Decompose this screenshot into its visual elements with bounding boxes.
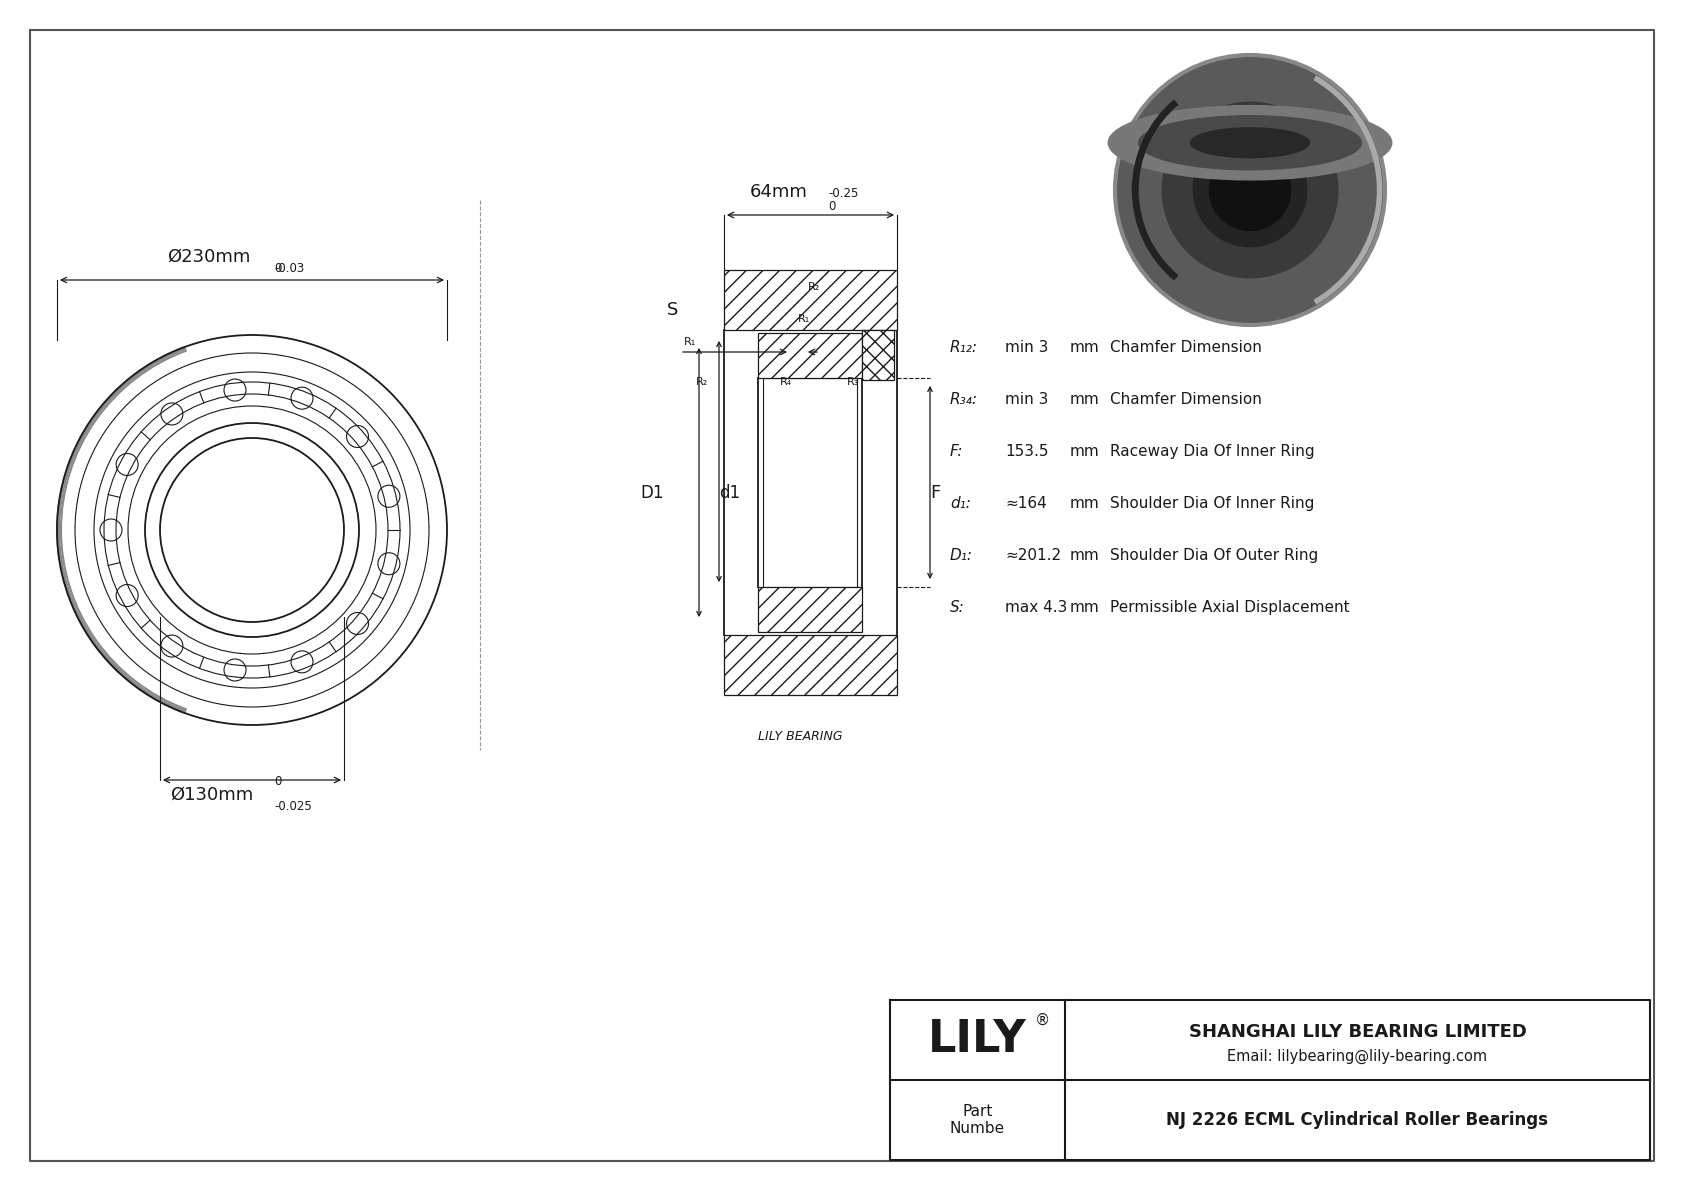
Circle shape <box>1209 150 1290 231</box>
Text: min 3: min 3 <box>1005 339 1049 355</box>
Text: LILY: LILY <box>928 1018 1027 1061</box>
Text: max 4.3: max 4.3 <box>1005 600 1068 615</box>
Circle shape <box>1162 102 1337 278</box>
Text: Part
Numbe: Part Numbe <box>950 1104 1005 1136</box>
Text: R₁: R₁ <box>798 314 810 324</box>
Text: R₃₄:: R₃₄: <box>950 392 978 407</box>
Bar <box>724 635 898 696</box>
Text: R₂: R₂ <box>808 282 820 292</box>
Ellipse shape <box>1138 116 1361 170</box>
Text: d₁:: d₁: <box>950 495 972 511</box>
Text: S: S <box>667 301 679 319</box>
Text: 0: 0 <box>829 200 835 213</box>
Text: Chamfer Dimension: Chamfer Dimension <box>1110 392 1261 407</box>
Text: D1: D1 <box>640 484 663 501</box>
Text: 64mm: 64mm <box>749 183 808 201</box>
Text: mm: mm <box>1069 339 1100 355</box>
Text: SHANGHAI LILY BEARING LIMITED: SHANGHAI LILY BEARING LIMITED <box>1189 1023 1526 1041</box>
Bar <box>724 270 898 330</box>
Text: R₁: R₁ <box>684 337 695 347</box>
Text: Permissible Axial Displacement: Permissible Axial Displacement <box>1110 600 1349 615</box>
Text: F: F <box>930 484 940 501</box>
Bar <box>758 587 862 632</box>
Text: mm: mm <box>1069 392 1100 407</box>
Text: ®: ® <box>1036 1012 1051 1028</box>
Text: Shoulder Dia Of Outer Ring: Shoulder Dia Of Outer Ring <box>1110 548 1319 563</box>
Text: Ø130mm: Ø130mm <box>170 786 253 804</box>
Text: mm: mm <box>1069 548 1100 563</box>
Text: Ø230mm: Ø230mm <box>167 248 251 266</box>
Text: Email: lilybearing@lily-bearing.com: Email: lilybearing@lily-bearing.com <box>1228 1048 1487 1064</box>
Text: ≈164: ≈164 <box>1005 495 1047 511</box>
Text: mm: mm <box>1069 444 1100 459</box>
Text: -0.03: -0.03 <box>274 262 305 275</box>
Text: R₄: R₄ <box>780 378 791 387</box>
Text: 0: 0 <box>274 262 281 275</box>
Text: Raceway Dia Of Inner Ring: Raceway Dia Of Inner Ring <box>1110 444 1315 459</box>
Text: mm: mm <box>1069 600 1100 615</box>
Text: 153.5: 153.5 <box>1005 444 1049 459</box>
Circle shape <box>1115 55 1384 325</box>
Text: d1: d1 <box>719 484 741 501</box>
Text: S:: S: <box>950 600 965 615</box>
Text: mm: mm <box>1069 495 1100 511</box>
Text: ≈201.2: ≈201.2 <box>1005 548 1061 563</box>
Text: min 3: min 3 <box>1005 392 1049 407</box>
Text: D₁:: D₁: <box>950 548 973 563</box>
Ellipse shape <box>1191 127 1310 157</box>
Ellipse shape <box>1108 106 1391 180</box>
Text: LILY BEARING: LILY BEARING <box>758 730 842 743</box>
Bar <box>862 330 894 380</box>
Text: -0.25: -0.25 <box>829 187 859 200</box>
Text: Shoulder Dia Of Inner Ring: Shoulder Dia Of Inner Ring <box>1110 495 1315 511</box>
Text: F:: F: <box>950 444 963 459</box>
Bar <box>758 333 862 378</box>
Text: R₃: R₃ <box>847 378 859 387</box>
Text: R₂: R₂ <box>695 378 709 387</box>
Text: R₁₂:: R₁₂: <box>950 339 978 355</box>
Text: -0.025: -0.025 <box>274 800 312 813</box>
Text: NJ 2226 ECML Cylindrical Roller Bearings: NJ 2226 ECML Cylindrical Roller Bearings <box>1167 1111 1549 1129</box>
Text: 0: 0 <box>274 775 281 788</box>
Text: Chamfer Dimension: Chamfer Dimension <box>1110 339 1261 355</box>
Circle shape <box>1194 133 1307 247</box>
